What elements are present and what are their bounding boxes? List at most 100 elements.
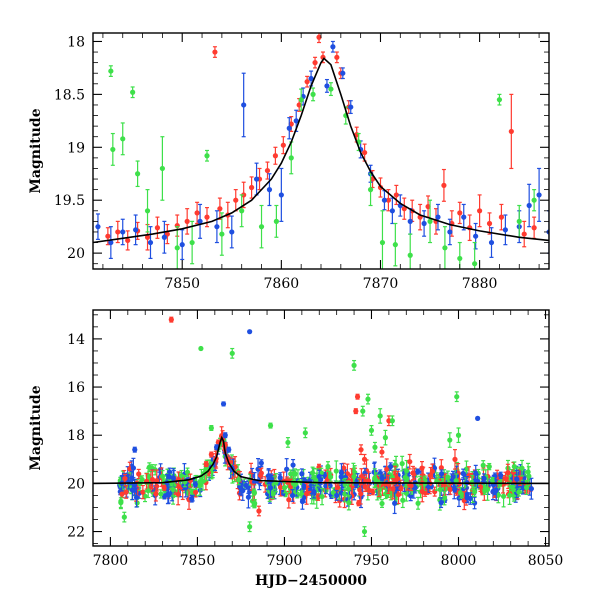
bottom-panel-baseline-point (252, 498, 258, 508)
bottom-panel-baseline-point (511, 461, 517, 472)
bottom-panel-baseline-point (327, 472, 334, 482)
bottom-panel-frame (92, 309, 550, 547)
bottom-panel-baseline-point (146, 462, 152, 473)
bottom-panel-baseline-point (166, 486, 172, 504)
top-panel-series-0-point (280, 136, 286, 155)
top-panel-series-1-point (502, 214, 508, 246)
top-panel-series-0-point (457, 201, 463, 225)
top-panel-x-tick-label: 7850 (164, 276, 200, 292)
bottom-panel-baseline-point (153, 485, 159, 502)
bottom-panel-series-1-point (299, 468, 305, 480)
top-panel-series-0-point (334, 51, 340, 64)
top-panel-series-1-point (526, 183, 532, 228)
top-panel-series-2-point (204, 149, 210, 162)
top-panel-series-1-point (308, 70, 314, 87)
top-panel-series-0-point (531, 216, 537, 239)
bottom-panel-series-2-point (365, 393, 371, 405)
top-panel-y-tick-label: 18 (67, 34, 85, 50)
bottom-panel-series-2-point (229, 347, 235, 359)
bottom-panel-series-2-point (302, 427, 308, 439)
bottom-panel-y-tick-label: 18 (67, 428, 85, 444)
bottom-panel-baseline-point (379, 474, 385, 482)
top-panel-series-2-point (130, 86, 136, 99)
top-panel-series-1-point (108, 226, 114, 260)
top-panel-series-1-point (120, 218, 126, 246)
top-panel-frame (92, 32, 550, 270)
top-panel-series-0-point (217, 197, 223, 220)
bottom-panel-baseline-point (452, 449, 458, 470)
top-panel-series-2-point (392, 222, 398, 267)
top-panel-y-tick-label: 18.5 (54, 87, 85, 103)
top-panel-series-1-point (214, 210, 220, 244)
bottom-panel-x-tick-label: 8050 (528, 553, 564, 569)
bottom-panel-series-2-point (118, 497, 124, 509)
top-panel-series-0-point (154, 216, 161, 239)
bottom-panel-baseline-point (123, 485, 129, 499)
bottom-panel-baseline-point (130, 457, 137, 479)
bottom-panel-baseline-point (415, 496, 421, 510)
bottom-panel-series-0-point (358, 444, 364, 456)
top-panel-series-2-point (427, 199, 433, 244)
top-panel-series-1-point (461, 203, 467, 231)
bottom-panel-baseline-point (486, 462, 492, 471)
bottom-panel-baseline-point (472, 486, 478, 497)
top-panel-series-1-point (278, 167, 284, 222)
top-panel-series-1-point (95, 213, 101, 240)
top-panel-series-1-point (473, 222, 479, 250)
top-panel-series-2-point (288, 141, 294, 175)
bottom-panel-baseline-point (528, 477, 534, 500)
bottom-panel-model-curve (93, 435, 549, 485)
bottom-panel-series-2-point (198, 345, 204, 352)
bottom-panel-series-0-point (407, 453, 413, 470)
top-panel-plot-area (93, 33, 549, 269)
top-panel-y-tick-label: 20 (67, 246, 85, 262)
bottom-panel-series-0-point (168, 316, 174, 323)
bottom-panel-baseline-point (422, 475, 428, 486)
bottom-panel-baseline-point (519, 459, 525, 477)
bottom-panel-series-2-point (377, 408, 383, 424)
bottom-panel-x-axis-title: HJD−2450000 (255, 573, 367, 589)
top-panel-series-2-point (120, 122, 126, 156)
bottom-panel-series-1-point (132, 446, 138, 453)
bottom-panel-series-1-point (226, 446, 232, 453)
bottom-panel-baseline-point (511, 485, 517, 492)
bottom-panel-series-0-point (361, 453, 368, 465)
bottom-panel-baseline-point (140, 484, 146, 500)
bottom-panel-baseline-point (383, 488, 389, 500)
bottom-panel-series-0-point (394, 470, 401, 487)
bottom-panel-baseline-point (390, 478, 396, 500)
bottom-panel-baseline-point (415, 468, 421, 475)
top-panel-series-0-point (164, 223, 170, 245)
bottom-panel: Magnitude HJD−2450000 7800 7850 7900 7950 80… (28, 309, 564, 589)
top-panel-series-2-point (258, 204, 265, 249)
top-panel-series-0-point (264, 161, 271, 180)
bottom-panel-series-2-point (121, 511, 127, 523)
top-panel-series-1-point (348, 100, 354, 115)
top-panel-series-0-point (125, 230, 131, 251)
top-panel: Magnitude 7850 7860 7870 7880 18 18.5 19 19.5 20 (28, 32, 550, 292)
bottom-panel-baseline-point (282, 481, 288, 494)
top-panel-series-2-point (496, 93, 503, 106)
bottom-panel-baseline-point (154, 469, 160, 492)
top-panel-series-0-point (316, 33, 322, 44)
bottom-panel-baseline-point (373, 472, 379, 489)
top-panel-series-0-point (312, 56, 318, 69)
top-panel-series-1-point (330, 40, 336, 53)
bottom-panel-baseline-point (514, 469, 520, 489)
top-panel-series-1-point (536, 167, 542, 222)
top-panel-series-2-point (108, 65, 114, 77)
bottom-panel-baseline-point (447, 483, 453, 495)
top-panel-series-2-point (189, 220, 195, 265)
bottom-panel-series-2-point (455, 427, 462, 444)
bottom-panel-series-2-point (346, 494, 352, 511)
bottom-panel-series-1-point (220, 401, 227, 407)
bottom-panel-baseline-point (526, 466, 532, 487)
bottom-panel-baseline-point (145, 483, 151, 499)
bottom-panel-series-0-point (429, 463, 435, 480)
top-panel-series-1-point (340, 67, 346, 80)
top-panel-series-0-point (401, 197, 407, 220)
top-panel-series-1-point (421, 210, 427, 237)
top-panel-series-1-point (435, 203, 441, 231)
top-panel-series-2-point (239, 194, 245, 228)
top-panel-y-tick-label: 19 (67, 140, 85, 156)
